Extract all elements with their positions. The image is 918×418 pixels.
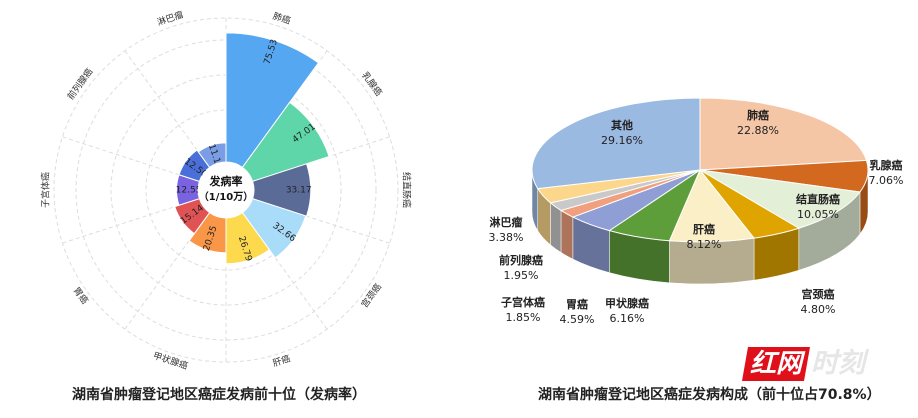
center-unit: （1/10万）	[199, 190, 254, 203]
pie-label: 胃癌 4.59%	[560, 297, 595, 327]
slice-结直肠癌[interactable]	[699, 169, 861, 229]
pie-label-value: 1.95%	[503, 269, 539, 282]
pie-label-value: 4.80%	[800, 303, 836, 316]
watermark-logo: 红网 时刻	[742, 345, 895, 385]
pie-label-name: 淋巴瘤	[489, 216, 523, 229]
wall-前列腺癌	[550, 202, 562, 253]
pie-label: 宫颈癌 4.80%	[801, 287, 836, 317]
value-label: 12.55	[176, 186, 202, 196]
left-chart-title: 湖南省肿瘤登记地区癌症发病前十位（发病率）	[72, 387, 366, 403]
pie-label-name: 其他	[610, 119, 633, 132]
slice-肺癌[interactable]	[699, 97, 868, 171]
pie-label-value: 1.85%	[505, 311, 541, 324]
pie-chart-3d	[531, 97, 869, 285]
pie-label-name: 前列腺癌	[499, 254, 543, 267]
grid-ring	[75, 39, 377, 341]
value-label: 33.17	[286, 186, 312, 196]
pie-label: 肺癌 22.88%	[737, 108, 779, 138]
pie-label-name: 肺癌	[746, 109, 769, 122]
pie-label-value: 10.05%	[797, 208, 839, 221]
pie-label-name: 子宫体癌	[501, 296, 545, 309]
pie-label-value: 4.59%	[559, 313, 595, 326]
category-label: 子宫体癌	[40, 172, 52, 208]
pie-label-name: 肝癌	[692, 223, 715, 236]
right-chart-title: 湖南省肿瘤登记地区癌症发病构成（前十位占70.8%）	[538, 387, 881, 403]
pie-label-name: 乳腺癌	[869, 159, 903, 172]
category-label: 结直肠癌	[401, 172, 413, 208]
watermark-grey: 时刻	[811, 348, 865, 379]
pie-label-value: 29.16%	[601, 134, 643, 147]
pie-label: 淋巴瘤 3.38%	[489, 215, 524, 245]
slice-其他[interactable]	[531, 97, 701, 190]
pie-label-value: 6.16%	[609, 312, 645, 325]
pie-label-name: 宫颈癌	[801, 288, 835, 301]
center-hole	[198, 162, 254, 218]
grid-ring	[53, 17, 399, 363]
pie-label: 前列腺癌 1.95%	[499, 253, 543, 283]
pie-label-value: 8.12%	[686, 238, 722, 251]
pie-walls	[531, 169, 869, 285]
pie-label-value: 3.38%	[488, 231, 524, 244]
pie-label: 甲状腺癌 6.16%	[605, 296, 649, 326]
pie-label-value: 22.88%	[737, 124, 779, 137]
pie-label-value: 7.06%	[868, 174, 904, 187]
watermark-red: 红网	[749, 349, 802, 379]
pie-label-name: 甲状腺癌	[605, 297, 649, 310]
pie-label: 其他 29.16%	[601, 118, 643, 148]
pie-label-name: 胃癌	[565, 298, 588, 311]
center-label: 发病率	[209, 174, 243, 188]
pie-label: 乳腺癌 7.06%	[869, 158, 904, 188]
pie-label: 子宫体癌 1.85%	[501, 295, 545, 325]
pie-label-name: 结直肠癌	[796, 193, 840, 206]
wall-子宫体癌	[560, 209, 574, 260]
pie-label: 肝癌 8.12%	[687, 222, 722, 252]
pie-label: 结直肠癌 10.05%	[796, 192, 840, 222]
